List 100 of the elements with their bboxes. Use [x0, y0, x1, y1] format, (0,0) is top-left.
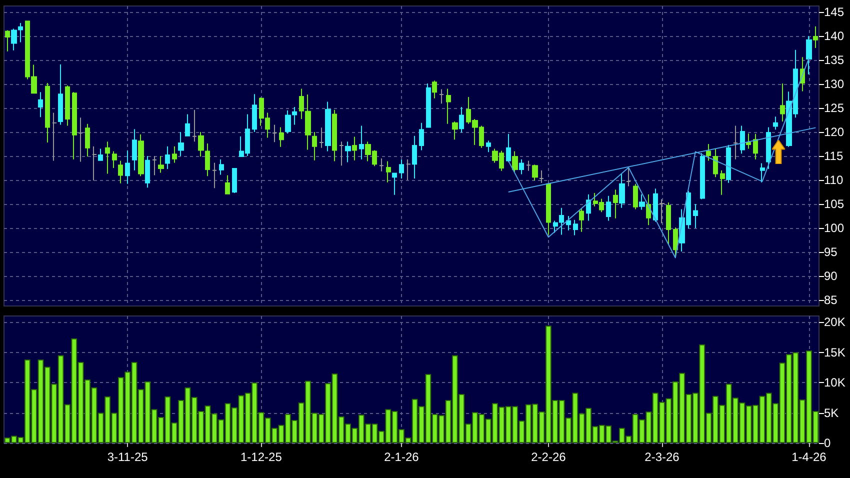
candlestick — [145, 156, 150, 188]
y-tick-label: 145 — [824, 5, 844, 19]
candlestick — [125, 150, 130, 184]
candlestick — [512, 150, 518, 172]
candlestick — [185, 114, 190, 136]
candlestick — [192, 109, 197, 142]
candlestick — [225, 174, 230, 195]
candlestick — [566, 216, 571, 231]
candlestick — [332, 109, 337, 162]
x-tick-label: 1-12-25 — [240, 450, 282, 464]
candlestick — [666, 202, 671, 246]
candlestick — [766, 126, 771, 170]
candlestick — [426, 83, 431, 128]
x-tick-label: 2-3-26 — [644, 450, 680, 464]
y-tick-label: 95 — [824, 245, 838, 259]
y-tick-label: 125 — [824, 101, 844, 115]
candlestick — [98, 148, 103, 162]
candlestick — [526, 160, 531, 172]
y-tick-label: 105 — [824, 197, 844, 211]
candlestick — [780, 83, 785, 122]
candlestick — [152, 156, 157, 176]
candlestick — [58, 64, 63, 126]
candlestick — [733, 125, 738, 160]
candlestick — [205, 143, 210, 177]
candlestick — [105, 141, 110, 174]
candlestick — [232, 168, 237, 194]
candlestick — [85, 123, 90, 157]
y-tick-label: 0 — [824, 436, 831, 450]
x-tick-label: 1-4-26 — [792, 450, 827, 464]
candlestick — [112, 150, 117, 168]
y-tick-label: 130 — [824, 77, 844, 91]
candlestick — [406, 158, 411, 180]
y-tick-label: 15K — [824, 345, 846, 360]
candlestick — [659, 198, 665, 224]
candlestick — [506, 133, 511, 163]
candlestick — [452, 120, 458, 140]
candlestick — [5, 30, 10, 52]
candlestick — [432, 80, 437, 99]
candlestick — [158, 156, 164, 174]
candlestick — [693, 204, 698, 228]
candlestick — [219, 158, 224, 176]
candlestick — [52, 112, 57, 162]
candlestick — [212, 162, 217, 189]
candlestick — [646, 194, 651, 226]
candlestick — [379, 158, 384, 172]
candlestick — [626, 167, 631, 187]
candlestick — [539, 170, 544, 184]
candlestick — [746, 132, 751, 150]
candlestick — [753, 133, 758, 160]
candlestick — [319, 127, 324, 148]
candlestick — [359, 125, 364, 160]
candlestick — [639, 194, 645, 210]
candlestick — [386, 160, 391, 183]
candlestick — [279, 126, 284, 148]
candlestick — [519, 158, 524, 175]
candlestick — [78, 117, 83, 162]
candlestick — [726, 144, 731, 184]
y-tick-label: 90 — [824, 269, 838, 283]
candlestick — [806, 36, 812, 75]
candlestick — [613, 189, 618, 219]
candlestick — [132, 128, 137, 171]
y-tick-label: 120 — [824, 125, 844, 139]
candlestick — [813, 26, 818, 48]
candlestick — [399, 158, 404, 180]
candlestick — [586, 194, 591, 222]
candlestick — [713, 148, 718, 178]
candlestick — [486, 140, 491, 153]
candlestick — [532, 164, 538, 181]
candlestick — [700, 152, 705, 200]
y-tick-label: 135 — [824, 53, 844, 67]
candlestick — [720, 170, 725, 196]
candlestick — [446, 88, 451, 124]
candlestick — [72, 92, 77, 160]
candlestick — [38, 92, 43, 118]
candlestick — [118, 160, 123, 184]
candlestick — [706, 144, 711, 162]
candlestick — [673, 227, 678, 258]
candlestick — [760, 162, 765, 183]
y-tick-label: 110 — [824, 173, 844, 187]
candlestick — [252, 94, 257, 132]
candlestick — [546, 182, 551, 236]
y-tick-label: 10K — [824, 376, 846, 390]
candlestick — [633, 183, 638, 210]
x-tick-label: 2-1-26 — [384, 450, 420, 464]
candlestick — [392, 172, 397, 196]
candlestick — [272, 124, 277, 143]
candlestick — [412, 135, 417, 180]
y-tick-label: 100 — [824, 221, 844, 235]
candlestick — [325, 101, 331, 152]
candlestick — [773, 116, 778, 130]
candlestick — [92, 146, 97, 181]
candlestick — [45, 82, 50, 144]
candlestick — [419, 122, 424, 151]
candlestick — [339, 141, 344, 166]
candlestick — [312, 132, 317, 161]
candlestick — [740, 125, 745, 154]
candlestick — [573, 219, 578, 236]
candlestick — [459, 106, 464, 133]
x-tick-label: 3-11-25 — [107, 450, 148, 464]
candlestick — [138, 134, 144, 177]
